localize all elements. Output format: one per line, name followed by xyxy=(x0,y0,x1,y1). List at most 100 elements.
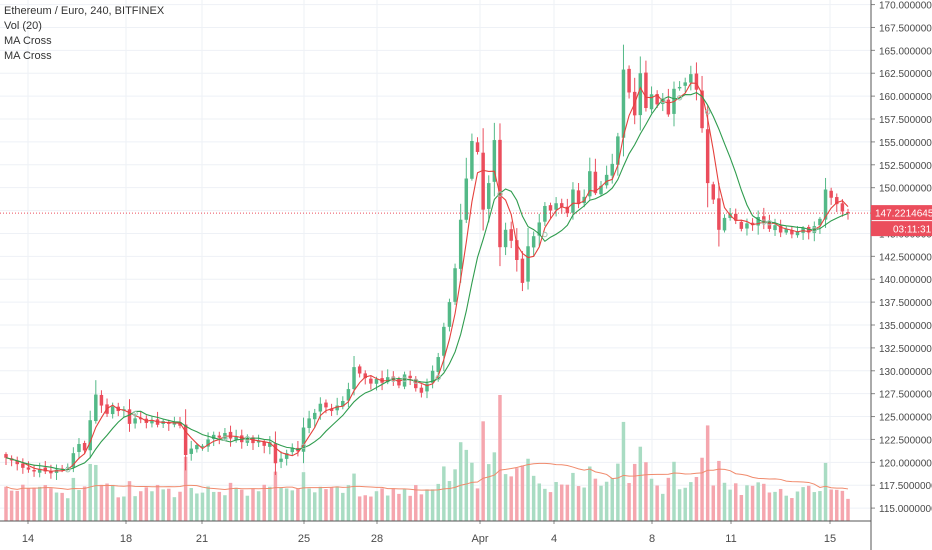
candle-body xyxy=(481,152,485,210)
volume-bar xyxy=(414,485,418,521)
candle-body xyxy=(256,440,261,443)
candle-body xyxy=(638,73,643,116)
volume-bar xyxy=(846,498,850,521)
candle-body xyxy=(138,417,143,420)
candle-body xyxy=(211,434,216,439)
volume-bar xyxy=(655,485,659,521)
candle-body xyxy=(133,418,137,424)
volume-bar xyxy=(88,463,92,521)
x-tick-label: 18 xyxy=(120,533,132,545)
candle-body xyxy=(778,225,783,233)
volume-bar xyxy=(273,471,278,521)
candle-body xyxy=(442,326,446,356)
volume-bar xyxy=(290,490,295,521)
candle-body xyxy=(312,412,317,420)
candle-body xyxy=(649,94,654,110)
volume-bar xyxy=(604,481,609,521)
volume-bar xyxy=(150,491,154,521)
candle-body xyxy=(515,240,519,260)
volume-bar xyxy=(4,486,8,521)
volume-bar xyxy=(588,466,592,521)
volume-bar xyxy=(818,491,822,521)
candle-body xyxy=(15,460,19,465)
volume-bar xyxy=(352,473,356,521)
candle-body xyxy=(846,212,850,214)
candle-body xyxy=(391,376,396,380)
volume-bar xyxy=(812,492,817,521)
candle-body xyxy=(200,445,205,447)
candle-body xyxy=(307,418,311,428)
candle-body xyxy=(773,225,777,231)
countdown-tag-label: 03:11:31 xyxy=(893,225,932,236)
candle-body xyxy=(425,383,429,392)
candle-body xyxy=(284,453,289,459)
volume-bar xyxy=(722,482,727,521)
y-tick-label: 120.00000000 xyxy=(879,458,932,469)
volume-bar xyxy=(161,489,165,521)
candle-body xyxy=(234,436,238,440)
candle-body xyxy=(77,444,81,452)
ma-cross-marker xyxy=(401,376,408,382)
volume-bar xyxy=(155,484,160,521)
volume-bar xyxy=(21,484,25,521)
volume-bar xyxy=(756,482,760,521)
grid-lines xyxy=(0,0,870,520)
volume-bar xyxy=(357,496,362,521)
y-tick-label: 162.50000000 xyxy=(879,69,932,80)
candle-body xyxy=(616,136,620,165)
ma-cross-marker xyxy=(435,374,441,381)
candle-body xyxy=(43,467,48,472)
candle-body xyxy=(588,171,592,197)
candle-body xyxy=(487,183,491,209)
candle-body xyxy=(268,442,272,447)
candle-body xyxy=(745,223,749,229)
volume-bar xyxy=(515,468,519,521)
volume-bar xyxy=(481,421,485,521)
candle-body xyxy=(621,69,626,138)
volume-bar xyxy=(705,425,710,521)
volume-bar xyxy=(649,478,654,521)
candle-body xyxy=(189,448,193,454)
candle-body xyxy=(599,185,603,195)
volume-bar xyxy=(268,486,272,521)
volume-bar xyxy=(683,487,687,521)
candle-body xyxy=(352,367,356,390)
candle-body xyxy=(245,437,250,443)
candle-body xyxy=(453,268,457,302)
volume-bar xyxy=(733,483,738,521)
candle-body xyxy=(689,74,693,83)
candle-body xyxy=(520,258,525,283)
candle-body xyxy=(195,444,199,450)
volume-bar xyxy=(346,485,351,521)
x-tick-label: 4 xyxy=(551,533,557,545)
volume-bar xyxy=(487,464,491,521)
volume-bar xyxy=(616,463,620,521)
candle-body xyxy=(374,379,379,384)
x-tick-label: 21 xyxy=(196,533,208,545)
volume-bar xyxy=(442,466,446,521)
y-tick-label: 170.00000000 xyxy=(879,1,932,12)
volume-bar xyxy=(284,488,289,521)
candle-body xyxy=(26,467,31,470)
ma-fast-line xyxy=(5,82,849,472)
candle-body xyxy=(228,431,233,439)
volume-bar xyxy=(599,485,603,521)
candle-body xyxy=(733,213,738,221)
candle-body xyxy=(655,94,659,105)
volume-bar xyxy=(531,475,536,521)
volume-bar xyxy=(784,495,788,521)
volume-bar xyxy=(492,452,497,521)
candle-body xyxy=(127,409,132,424)
candle-body xyxy=(835,197,839,205)
candle-body xyxy=(722,217,727,231)
candle-body xyxy=(537,222,542,236)
volume-bar xyxy=(167,488,171,521)
volume-bar xyxy=(122,496,126,521)
ma-cross-marker xyxy=(676,95,683,101)
volume-bar xyxy=(767,492,772,521)
ma-cross-marker xyxy=(222,435,228,442)
candle-body xyxy=(464,178,469,220)
ma-cross-marker xyxy=(497,191,503,197)
